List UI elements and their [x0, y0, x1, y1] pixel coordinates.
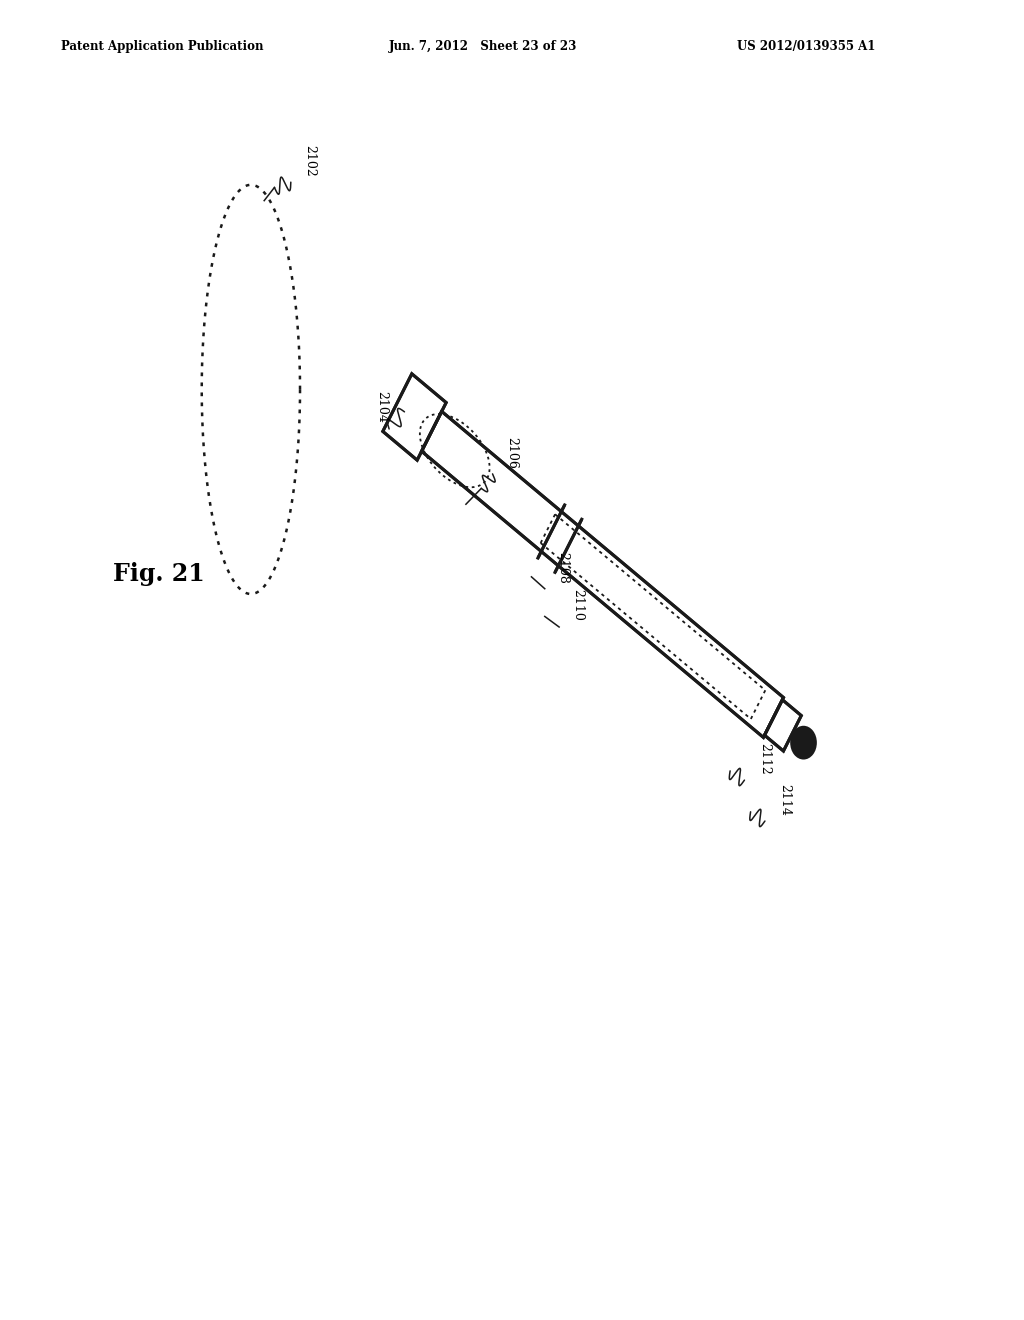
Text: 2108: 2108 — [556, 552, 569, 583]
Polygon shape — [422, 412, 783, 738]
Text: Jun. 7, 2012   Sheet 23 of 23: Jun. 7, 2012 Sheet 23 of 23 — [389, 40, 578, 53]
Text: 2104: 2104 — [375, 391, 388, 422]
Text: Fig. 21: Fig. 21 — [113, 562, 205, 586]
Text: 2110: 2110 — [571, 589, 585, 620]
Text: Patent Application Publication: Patent Application Publication — [61, 40, 264, 53]
Text: US 2012/0139355 A1: US 2012/0139355 A1 — [737, 40, 876, 53]
Polygon shape — [383, 374, 446, 461]
Text: 2106: 2106 — [505, 437, 518, 469]
Text: 2114: 2114 — [778, 784, 792, 816]
Circle shape — [792, 727, 816, 759]
Text: 2102: 2102 — [303, 145, 316, 177]
Polygon shape — [765, 700, 802, 751]
Text: 2112: 2112 — [758, 743, 771, 775]
